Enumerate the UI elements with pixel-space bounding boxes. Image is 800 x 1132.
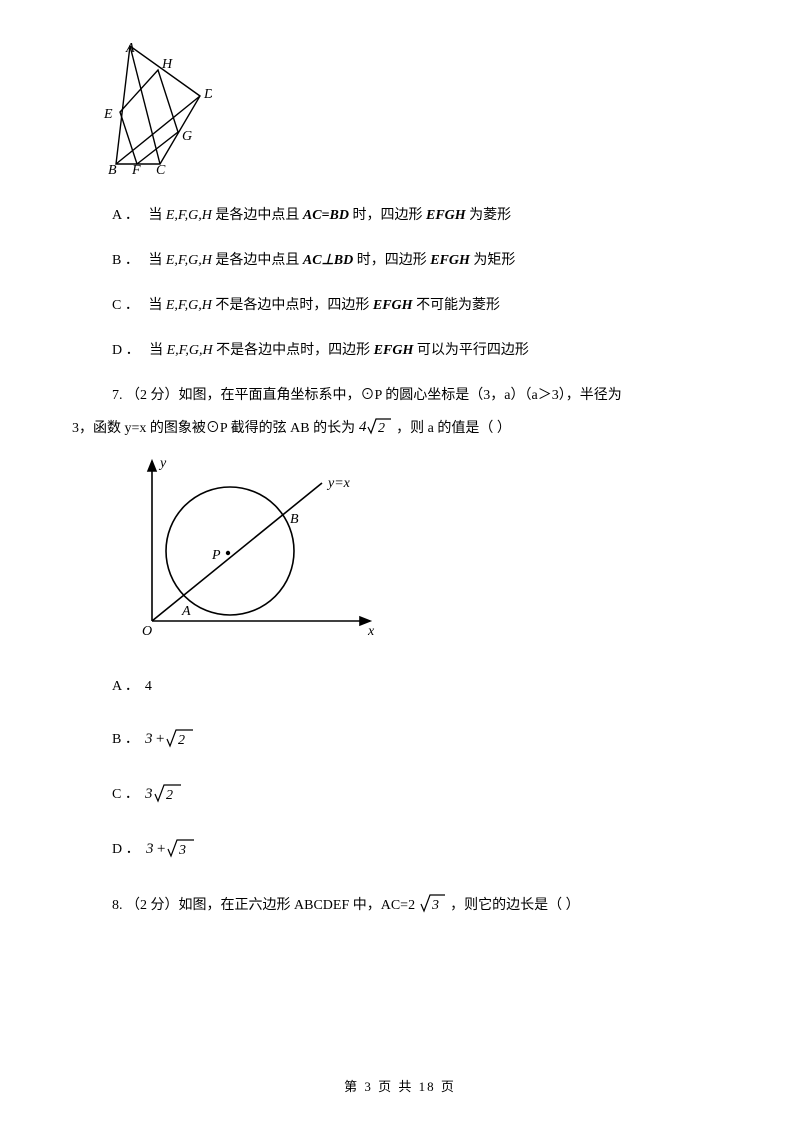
svg-text:y: y	[158, 456, 167, 471]
lbl-E: E	[103, 107, 113, 122]
opt-text: 当 E,F,G,H 是各边中点且 AC⊥BD 时，四边形 EFGH 为矩形	[148, 253, 515, 268]
opt-label: A ．	[112, 208, 139, 223]
svg-text:+: +	[155, 731, 165, 747]
figure-q7: y x O y=x B A P	[112, 451, 728, 658]
svg-text:3: 3	[145, 786, 153, 802]
svg-text:3: 3	[146, 841, 154, 857]
q6-option-C: C ． 当 E,F,G,H 不是各边中点时，四边形 EFGH 不可能为菱形	[112, 295, 728, 316]
q8-stem: 8. （2 分）如图，在正六边形 ABCDEF 中，AC=2 3 ，则它的边长是…	[112, 892, 728, 916]
q6-option-B: B ． 当 E,F,G,H 是各边中点且 AC⊥BD 时，四边形 EFGH 为矩…	[112, 250, 728, 271]
q7-option-D: D ． 3+3	[112, 837, 728, 862]
lbl-H: H	[161, 57, 173, 72]
q6-option-A: A ． 当 E,F,G,H 是各边中点且 AC=BD 时，四边形 EFGH 为菱…	[112, 205, 728, 226]
lbl-F: F	[131, 163, 141, 178]
q7-option-B: B ． 3+2	[112, 727, 728, 752]
opt-text: 3+2	[145, 727, 201, 752]
opt-text: 当 E,F,G,H 不是各边中点时，四边形 EFGH 不可能为菱形	[148, 298, 500, 313]
svg-text:P: P	[211, 548, 221, 563]
svg-text:y=x: y=x	[326, 476, 351, 491]
svg-text:4: 4	[359, 419, 367, 435]
page-footer: 第 3 页 共 18 页	[0, 1077, 800, 1097]
opt-label: B ．	[112, 253, 139, 268]
opt-label: D ．	[112, 839, 140, 860]
q8-sqrt3: 3	[419, 898, 447, 913]
svg-text:2: 2	[178, 733, 185, 748]
opt-label: A ．	[112, 676, 139, 697]
lbl-B: B	[108, 163, 117, 178]
opt-text: 当 E,F,G,H 不是各边中点时，四边形 EFGH 可以为平行四边形	[149, 343, 529, 358]
svg-text:3: 3	[431, 898, 439, 913]
opt-text: 当 E,F,G,H 是各边中点且 AC=BD 时，四边形 EFGH 为菱形	[148, 208, 511, 223]
q7-option-A: A ． 4	[112, 676, 728, 697]
q7-option-C: C ． 32	[112, 782, 728, 807]
svg-text:A: A	[181, 604, 191, 619]
opt-text: 4	[145, 676, 152, 697]
q6-option-D: D ． 当 E,F,G,H 不是各边中点时，四边形 EFGH 可以为平行四边形	[112, 340, 728, 361]
q7-svg: y x O y=x B A P	[112, 451, 382, 651]
svg-text:2: 2	[378, 421, 385, 436]
lbl-A: A	[125, 41, 135, 56]
q7-line1: 7. （2 分）如图，在平面直角坐标系中，⊙P 的圆心坐标是（3，a）（a＞3）…	[112, 385, 728, 406]
opt-label: B ．	[112, 729, 139, 750]
svg-text:2: 2	[166, 788, 173, 803]
lbl-D: D	[203, 87, 212, 102]
lbl-G: G	[182, 129, 192, 144]
opt-label: C ．	[112, 784, 139, 805]
opt-text: 32	[145, 782, 191, 807]
svg-text:B: B	[290, 512, 299, 527]
opt-label: C ．	[112, 298, 139, 313]
svg-text:+: +	[156, 841, 166, 857]
svg-text:O: O	[142, 624, 152, 639]
opt-label: D ．	[112, 343, 140, 358]
q7-line2: 3，函数 y=x 的图象被⊙P 截得的弦 AB 的长为 42 ，则 a 的值是（…	[72, 416, 728, 439]
q6-svg: A B C D E F G H	[92, 40, 212, 180]
lbl-C: C	[156, 163, 166, 178]
svg-text:3: 3	[178, 843, 186, 858]
q7-chord-value: 42	[359, 421, 393, 436]
svg-text:x: x	[367, 624, 375, 639]
opt-text: 3+3	[146, 837, 202, 862]
figure-q6: A B C D E F G H	[92, 40, 728, 187]
svg-text:3: 3	[145, 731, 153, 747]
